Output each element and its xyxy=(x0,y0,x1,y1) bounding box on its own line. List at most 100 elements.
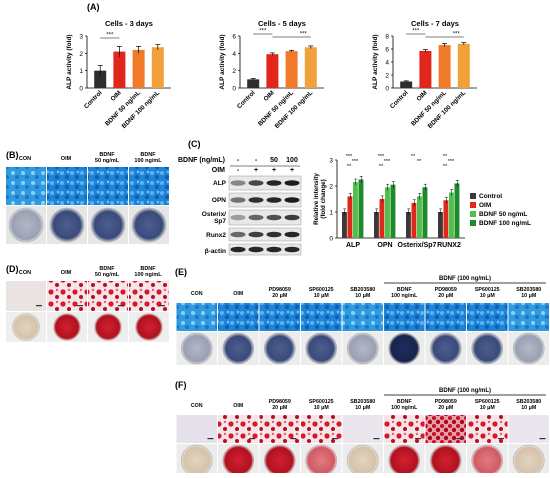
sig-label: *** xyxy=(300,32,308,38)
lane-value: - xyxy=(237,167,240,174)
blot-band xyxy=(284,180,300,186)
legend-swatch xyxy=(470,211,476,217)
y-axis-label: Relative intensity xyxy=(313,173,320,225)
wb-quant-chart: 0 1 2 3 Relative intensity (fold change) ALP OP… xyxy=(313,154,531,249)
blot-band xyxy=(266,231,282,238)
legend-label: BDNF 100 ng/mL xyxy=(479,220,531,227)
bar-0 xyxy=(94,70,107,88)
panel-c-western-blot: BDNF (ng/mL) OIM - - 50 100 - + + + ALP OPN Osterix/… xyxy=(178,157,302,256)
y-tick-label: 1 xyxy=(79,68,83,75)
panel-label-d: (D) xyxy=(6,264,19,274)
bar-1 xyxy=(113,51,126,88)
x-tick-label: OIM xyxy=(262,89,275,102)
x-tick-label: Control xyxy=(389,89,410,110)
legend-label: Control xyxy=(479,193,502,200)
x-tick-label: OPN xyxy=(377,242,392,249)
blot-band xyxy=(230,180,246,186)
x-tick-label: BDNF 100 ng/mL xyxy=(121,89,162,130)
blot-band xyxy=(266,180,282,186)
y-tick-label: 0 xyxy=(329,236,333,243)
y-tick-label: 2 xyxy=(329,184,333,191)
bar-3 xyxy=(151,47,164,88)
sig-label: *** xyxy=(346,154,353,160)
condition-label: SB203580 xyxy=(350,287,375,293)
legend-swatch xyxy=(470,220,476,226)
sig-label: ** xyxy=(411,154,416,160)
condition-label: 10 μM xyxy=(355,405,371,411)
panel-label-b: (B) xyxy=(6,150,19,160)
blot-band xyxy=(248,231,264,238)
well-image xyxy=(222,332,255,365)
scale-bar xyxy=(498,438,504,440)
lane-value: + xyxy=(254,167,258,174)
well-image xyxy=(180,332,213,365)
sig-label: ** xyxy=(379,164,384,170)
blot-strip xyxy=(228,227,302,242)
bar-opn-3 xyxy=(390,184,396,238)
sig-label: *** xyxy=(106,33,114,39)
scale-bar xyxy=(159,305,165,307)
x-tick-label: OIM xyxy=(415,89,428,102)
scale-bar xyxy=(77,305,83,307)
x-tick-label: Control xyxy=(83,89,104,110)
bar-0 xyxy=(247,79,260,88)
condition-label: BDNF xyxy=(397,287,412,293)
condition-label: 10 μM xyxy=(314,405,330,411)
stain-image xyxy=(384,303,425,331)
x-tick-label: ALP xyxy=(346,242,360,249)
stain-label: BDNF xyxy=(140,266,156,272)
condition-label: SB203580 xyxy=(516,399,541,405)
blot-band xyxy=(248,180,264,186)
blot-strip xyxy=(228,209,302,226)
y-tick-label: 1 xyxy=(329,210,333,217)
condition-label: PD98059 xyxy=(435,399,457,405)
sig-label: *** xyxy=(384,159,391,165)
bar-runx2-3 xyxy=(454,183,460,238)
y-axis-label: ALP activity (fold) xyxy=(219,34,226,89)
y-tick-label: 4 xyxy=(232,51,236,58)
band-label: Runx2 xyxy=(206,232,226,239)
panel-label-c: (C) xyxy=(188,139,201,149)
bracket-label: BDNF (100 ng/mL) xyxy=(439,276,491,282)
bar-runx2-2 xyxy=(449,192,454,238)
x-tick-label: BDNF 100 ng/mL xyxy=(274,89,315,130)
bar-3 xyxy=(457,43,470,88)
blot-band xyxy=(230,197,246,203)
alp-stain-image xyxy=(47,167,87,205)
y-tick-label: 8 xyxy=(385,34,389,41)
chart-title: Cells - 3 days xyxy=(105,19,153,28)
condition-label: 100 ng/mL xyxy=(391,293,418,299)
sig-label: *** xyxy=(453,32,461,38)
well-image xyxy=(90,207,126,243)
condition-label: 10 μM xyxy=(521,405,537,411)
stain-label: BDNF xyxy=(99,266,115,272)
well-image xyxy=(263,332,296,365)
stain-label: 100 ng/mL xyxy=(134,272,162,278)
y-tick-label: 0 xyxy=(79,86,83,93)
blot-strip xyxy=(228,192,302,208)
bar-alp-2 xyxy=(353,182,358,238)
well-image xyxy=(512,332,545,365)
ars-stain-image xyxy=(6,281,46,311)
well-image xyxy=(12,313,40,341)
blot-band xyxy=(284,231,300,238)
y-tick-label: 0 xyxy=(385,86,389,93)
scale-bar xyxy=(332,438,338,440)
legend-label: BDNF 50 ng/mL xyxy=(479,211,527,218)
well-image xyxy=(429,332,462,365)
well-image xyxy=(180,444,213,477)
y-axis-label: (fold change) xyxy=(320,179,327,219)
legend-swatch xyxy=(470,193,476,199)
condition-label: 10 μM xyxy=(480,293,496,299)
bar-0 xyxy=(400,81,413,88)
condition-label: 10 μM xyxy=(314,293,330,299)
well-image xyxy=(346,444,379,477)
bar-2 xyxy=(132,49,145,88)
well-image xyxy=(346,332,379,365)
scale-bar xyxy=(373,438,380,440)
condition-label: CON xyxy=(191,403,203,409)
condition-label: SB203580 xyxy=(516,287,541,293)
stain-label: BDNF xyxy=(99,152,115,158)
